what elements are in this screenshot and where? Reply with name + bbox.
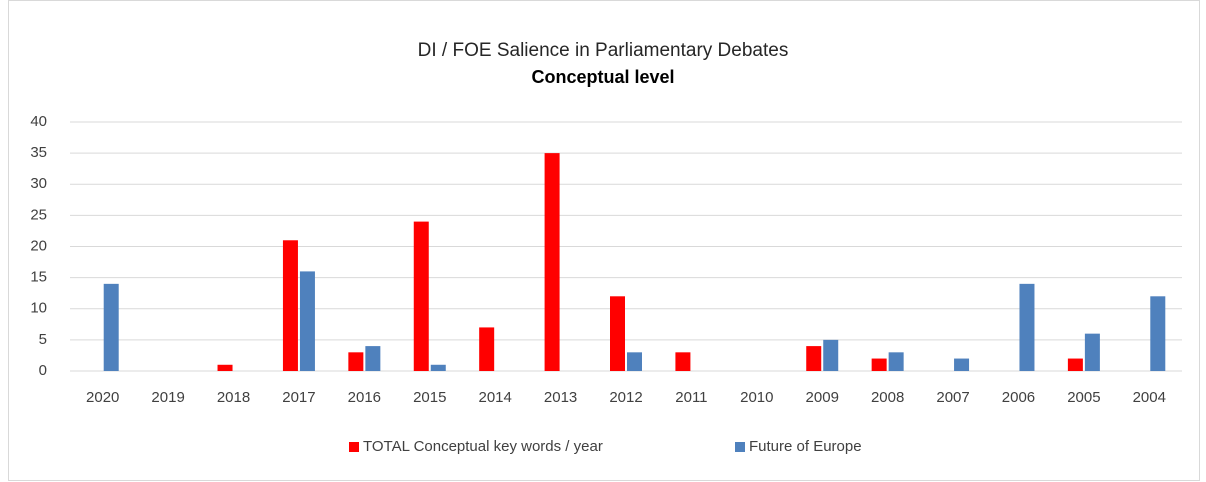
y-tick-label: 0 [39, 362, 47, 379]
bar [282, 240, 298, 371]
bar [806, 346, 822, 371]
x-tick-label: 2017 [282, 389, 315, 406]
legend-swatch [735, 442, 745, 452]
y-tick-label: 20 [30, 237, 47, 254]
x-tick-label: 2005 [1067, 389, 1100, 406]
x-tick-label: 2008 [871, 389, 904, 406]
x-tick-label: 2004 [1133, 389, 1166, 406]
bar [413, 221, 429, 371]
x-tick-label: 2007 [936, 389, 969, 406]
y-tick-label: 40 [30, 113, 47, 130]
bar [1084, 333, 1100, 371]
chart-subtitle: Conceptual level [531, 67, 674, 87]
x-tick-label: 2016 [348, 389, 381, 406]
x-tick-label: 2012 [609, 389, 642, 406]
bar [544, 153, 560, 371]
bar [954, 358, 970, 371]
y-tick-label: 35 [30, 144, 47, 161]
y-tick-label: 25 [30, 206, 47, 223]
x-tick-label: 2009 [806, 389, 839, 406]
x-tick-label: 2020 [86, 389, 119, 406]
bar [217, 364, 233, 371]
x-tick-label: 2011 [675, 389, 707, 406]
bar [610, 296, 625, 371]
bar [1150, 296, 1166, 371]
x-tick-label: 2013 [544, 389, 577, 406]
legend-label: Future of Europe [749, 438, 862, 455]
bar [627, 352, 642, 371]
chart-title: DI / FOE Salience in Parliamentary Debat… [418, 40, 789, 61]
bar [1067, 358, 1083, 371]
bar [1019, 283, 1035, 371]
bar [823, 339, 839, 371]
bar [871, 358, 887, 371]
chart-border [8, 0, 1200, 481]
x-tick-label: 2014 [478, 389, 511, 406]
legend-swatch [349, 442, 359, 452]
x-tick-label: 2019 [151, 389, 184, 406]
bar [299, 271, 315, 371]
y-tick-label: 30 [30, 175, 47, 192]
x-tick-label: 2006 [1002, 389, 1035, 406]
legend-label: TOTAL Conceptual key words / year [363, 438, 603, 455]
bar [888, 352, 904, 371]
bar [365, 346, 381, 371]
x-tick-label: 2018 [217, 389, 250, 406]
y-tick-label: 10 [30, 300, 47, 317]
x-tick-label: 2010 [740, 389, 773, 406]
bar [675, 352, 691, 371]
bar [348, 352, 364, 371]
bar [103, 283, 119, 371]
bar [430, 364, 446, 371]
bar [479, 327, 495, 371]
y-tick-label: 15 [30, 269, 47, 286]
y-tick-label: 5 [39, 331, 47, 348]
x-tick-label: 2015 [413, 389, 446, 406]
